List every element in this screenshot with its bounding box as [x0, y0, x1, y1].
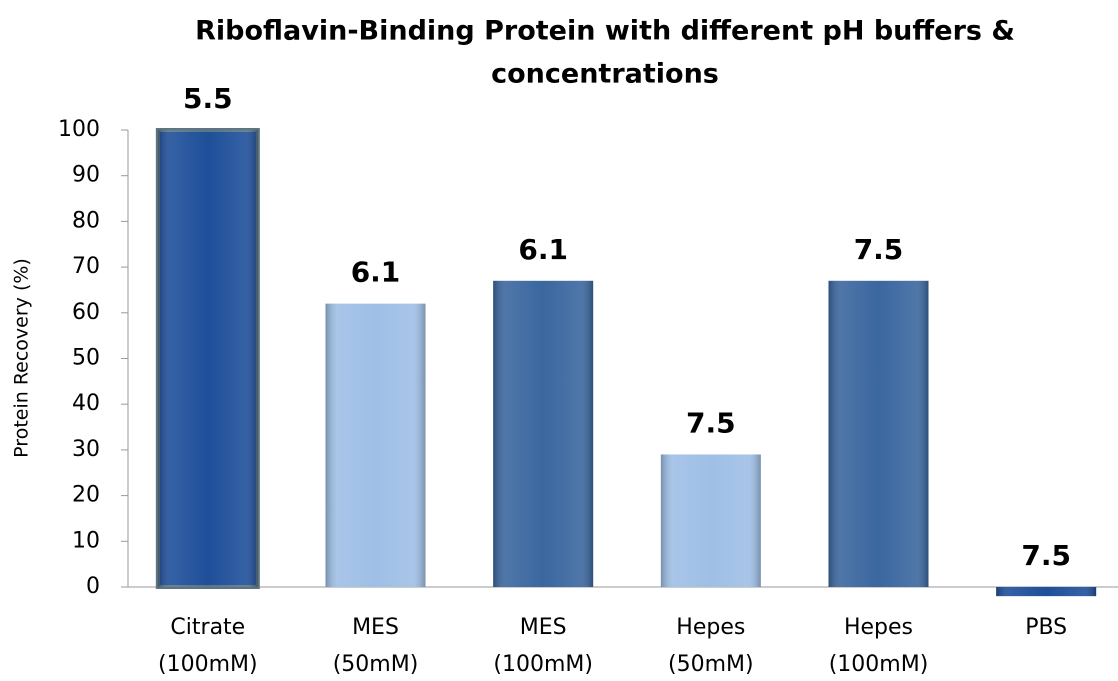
x-tick-label: (50mM)	[333, 652, 419, 677]
y-tick-label: 60	[72, 300, 100, 325]
y-axis-label: Protein Recovery (%)	[11, 258, 33, 458]
y-tick-label: 100	[58, 117, 100, 142]
bar	[155, 128, 260, 589]
y-tick-label: 90	[72, 163, 100, 188]
bar	[996, 587, 1097, 597]
bar-annotation: 5.5	[183, 82, 233, 115]
bar-annotation: 7.5	[854, 233, 904, 266]
y-tick-label: 50	[72, 346, 100, 371]
x-tick-label: Hepes	[844, 615, 913, 640]
bar	[660, 454, 761, 587]
x-tick-label: Citrate	[170, 615, 245, 640]
x-tick-label: (100mM)	[493, 652, 593, 677]
x-tick-label: PBS	[1025, 615, 1067, 640]
chart-title: concentrations	[491, 59, 719, 90]
x-tick-label: (100mM)	[829, 652, 929, 677]
bar	[493, 280, 594, 587]
y-tick-label: 10	[72, 528, 100, 553]
x-tick-label: Hepes	[676, 615, 745, 640]
y-tick-label: 80	[72, 208, 100, 233]
y-tick-label: 20	[72, 483, 100, 508]
bar-annotation: 7.5	[1021, 539, 1071, 572]
y-tick-label: 0	[86, 574, 100, 599]
bar-annotation: 6.1	[518, 233, 568, 266]
x-tick-label: MES	[520, 615, 567, 640]
y-tick-label: 70	[72, 254, 100, 279]
bar	[325, 303, 426, 587]
bar-annotation: 6.1	[351, 256, 401, 289]
x-tick-label: MES	[352, 615, 399, 640]
chart-title: Riboflavin-Binding Protein with differen…	[195, 16, 1015, 47]
x-tick-label: (100mM)	[158, 652, 258, 677]
x-tick-label: (50mM)	[668, 652, 754, 677]
y-tick-label: 40	[72, 391, 100, 416]
bar	[828, 280, 929, 587]
bar-annotation: 7.5	[686, 406, 736, 439]
y-tick-label: 30	[72, 437, 100, 462]
